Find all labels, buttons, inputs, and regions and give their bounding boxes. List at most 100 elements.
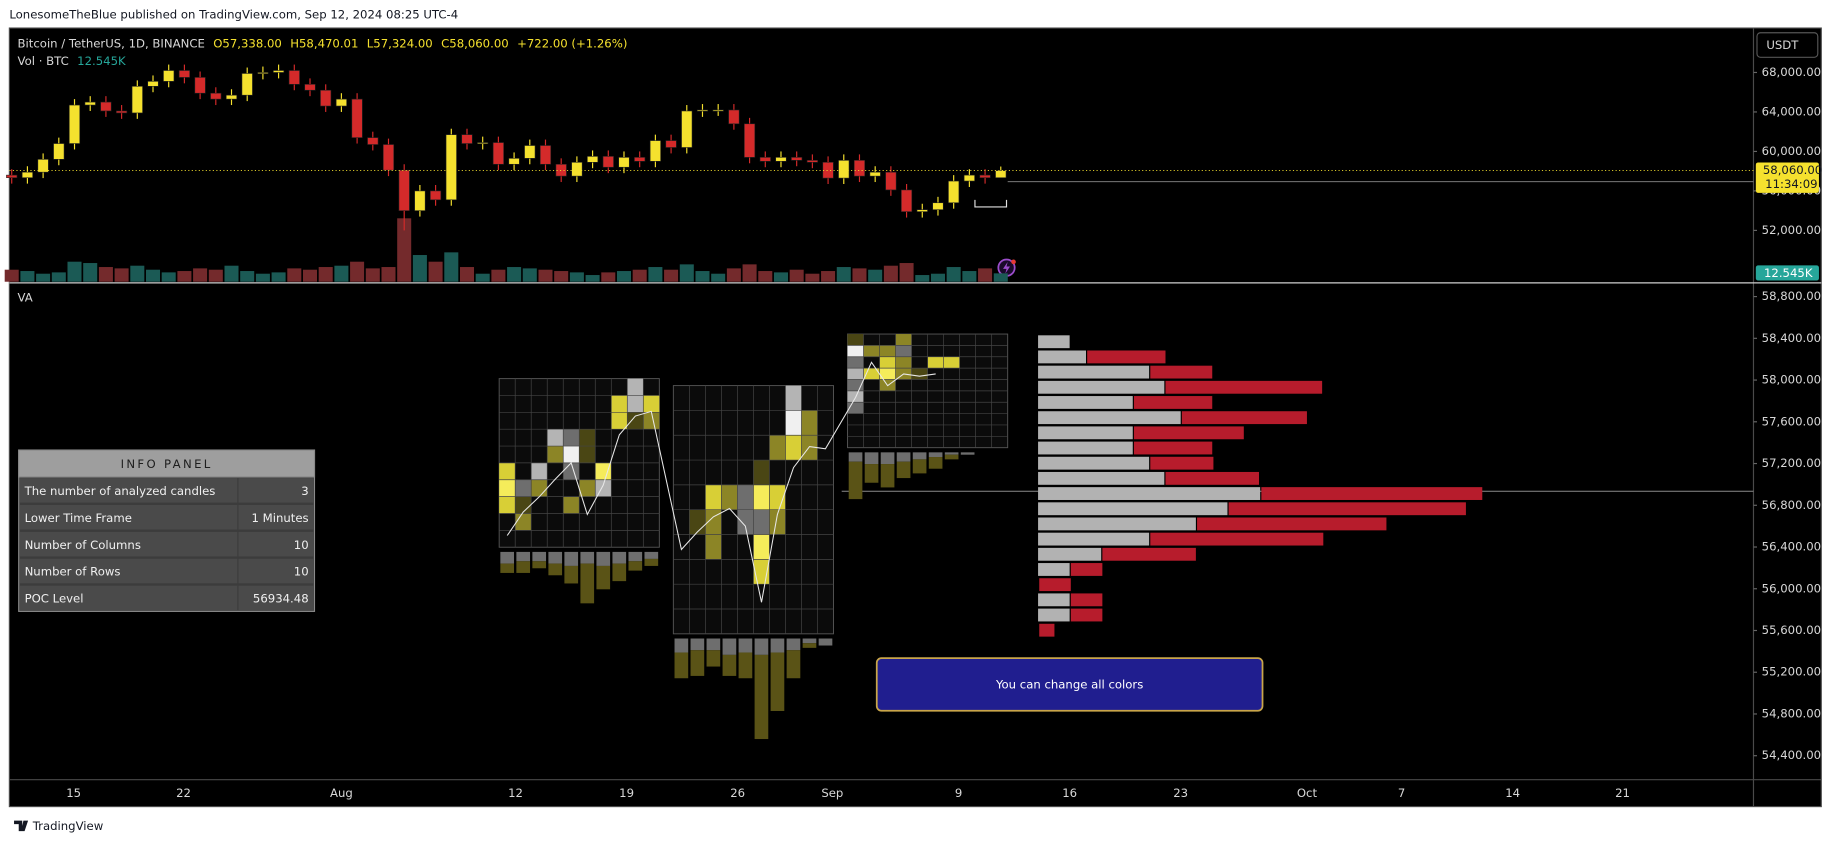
info-row-value: 56934.48 — [253, 592, 309, 606]
volume-bar — [114, 268, 129, 282]
column-sell-bar — [596, 551, 611, 566]
volume-bar — [475, 273, 490, 282]
profile-buy-bar — [1038, 365, 1150, 379]
profile-sell-bar — [1070, 593, 1103, 607]
candle-body — [414, 190, 426, 211]
info-row-value-bg — [238, 558, 314, 584]
info-row-label-bg — [19, 531, 238, 557]
info-row-value: 1 Minutes — [252, 511, 309, 525]
column-sell-bar — [548, 551, 563, 564]
candle-body — [649, 140, 661, 162]
cluster-cell — [579, 446, 596, 463]
column-sell-bar — [912, 452, 927, 460]
candle-body — [744, 123, 756, 158]
column-sell-bar — [706, 638, 721, 651]
cluster-cell — [499, 496, 516, 514]
volume-bar — [98, 267, 113, 282]
cluster-cell — [847, 402, 864, 414]
candle-body — [116, 110, 128, 114]
profile-sell-bar — [1261, 487, 1483, 500]
cluster-cell — [753, 509, 770, 535]
publish-info: LonesomeTheBlue published on TradingView… — [9, 8, 458, 22]
candle-body — [461, 134, 473, 144]
volume-bar — [83, 263, 98, 282]
footer-logo[interactable]: TradingView — [14, 819, 104, 833]
column-sell-bar — [580, 551, 595, 564]
candle-body — [963, 174, 975, 182]
volume-bar — [145, 269, 161, 282]
profile-sell-bar — [1150, 532, 1324, 546]
candle-body — [53, 143, 65, 160]
volume-bar — [664, 269, 679, 282]
candle-body — [634, 157, 646, 162]
cluster-cell — [579, 429, 596, 447]
y-tick-label: 52,000.00 — [1762, 223, 1821, 237]
candle-body — [37, 159, 49, 173]
candle-body — [257, 72, 269, 74]
cluster-cell — [943, 356, 960, 369]
column-buy-bar — [548, 563, 563, 576]
column-buy-bar — [690, 650, 705, 676]
column-buy-bar — [612, 563, 627, 582]
profile-buy-bar — [1038, 487, 1261, 500]
candle-body — [916, 209, 928, 212]
profile-sell-bar — [1181, 411, 1307, 425]
profile-sell-bar — [1133, 396, 1213, 409]
cluster-cell — [785, 435, 802, 461]
column-buy-bar — [628, 561, 643, 571]
volume-legend: Vol · BTC 12.545K — [18, 53, 126, 67]
legend-open: O57,338.00 — [213, 36, 282, 50]
info-row-value-bg — [238, 531, 314, 557]
annotation-box — [875, 657, 1264, 712]
volume-bar — [648, 267, 663, 282]
profile-sell-bar — [1165, 380, 1323, 394]
candle-body — [979, 174, 991, 179]
column-buy-bar — [912, 459, 927, 474]
candle-body — [351, 98, 363, 138]
candle-body — [932, 202, 944, 210]
upper-pane — [4, 64, 1754, 282]
legend-high: H58,470.01 — [290, 36, 358, 50]
currency-box[interactable] — [1756, 32, 1819, 58]
alert-bolt — [1003, 261, 1011, 274]
legend-change: +722.00 (+1.26%) — [517, 36, 627, 50]
candle-body — [163, 70, 175, 82]
volume-bar — [381, 267, 396, 282]
y-tick-label: 64,000.00 — [1762, 104, 1821, 118]
countdown: 11:34:09 — [1765, 177, 1817, 191]
column-sell-bar — [628, 551, 643, 562]
y-tick-label: 58,800.00 — [1762, 289, 1821, 303]
info-row-value-bg — [238, 504, 314, 530]
volume-bar — [978, 268, 993, 282]
volume-bar — [350, 261, 365, 282]
volume-bar — [899, 263, 914, 282]
volume-bar — [632, 269, 647, 282]
cluster-cell — [737, 484, 754, 510]
candle-body — [555, 163, 567, 177]
column-buy-bar — [722, 654, 737, 676]
profile-buy-bar — [1038, 411, 1181, 425]
column-sell-bar — [532, 551, 547, 562]
cluster-cell — [753, 484, 770, 510]
volume-bar — [522, 268, 537, 282]
cluster-cell — [879, 345, 896, 357]
candle-body — [524, 145, 536, 159]
y-tick-label: 56,400.00 — [1762, 540, 1821, 554]
axes: 68,000.00 64,000.00 60,000.00 56,000.00 52,0… — [66, 65, 1822, 800]
candle-body — [492, 142, 504, 165]
profile-sell-bar — [1102, 547, 1196, 561]
volume-bar — [993, 273, 1008, 282]
info-row-label-bg — [19, 558, 238, 584]
candle-body — [508, 158, 520, 165]
cluster-cell — [879, 368, 896, 380]
volume-bar — [287, 268, 302, 282]
column-sell-bar — [802, 638, 817, 644]
candle-body — [948, 180, 960, 204]
profile-sell-bar — [1070, 563, 1103, 576]
info-row-value: 10 — [294, 538, 309, 552]
x-tick-label: 9 — [955, 786, 962, 800]
column-sell-bar — [690, 638, 705, 651]
profile-buy-bar — [1038, 396, 1133, 409]
candle-body — [194, 77, 206, 94]
volume-bar — [255, 273, 270, 282]
